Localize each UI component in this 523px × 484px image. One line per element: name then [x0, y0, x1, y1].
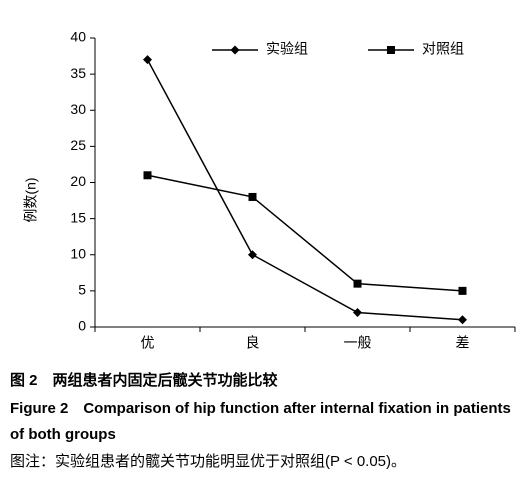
x-tick-label: 良 — [246, 335, 260, 351]
y-tick-label: 35 — [70, 65, 86, 81]
y-tick-label: 0 — [78, 318, 86, 334]
y-tick-label: 20 — [70, 173, 86, 189]
x-tick-label: 优 — [141, 335, 155, 351]
x-tick-label: 一般 — [344, 335, 372, 351]
point — [230, 45, 240, 55]
point — [353, 279, 362, 288]
point — [248, 250, 257, 260]
y-tick-label: 25 — [70, 137, 86, 153]
point — [458, 286, 467, 295]
caption-label: 图 2 两组患者内固定后髋关节功能比较 — [10, 372, 278, 389]
y-tick-label: 5 — [78, 282, 86, 298]
series-line — [146, 59, 463, 321]
y-tick-label: 30 — [70, 101, 86, 117]
point — [458, 315, 467, 325]
point — [353, 308, 362, 318]
y-tick-label: 15 — [70, 209, 86, 225]
legend-label: 实验组 — [266, 41, 308, 57]
caption-english: Figure 2 Comparison of hip function afte… — [10, 400, 511, 443]
legend-label: 对照组 — [422, 41, 464, 57]
y-tick-label: 40 — [70, 29, 86, 45]
y-axis-label: 例数(n) — [23, 177, 39, 222]
point — [387, 46, 395, 54]
y-tick-label: 10 — [70, 245, 86, 261]
chart: 例数(n) 0 5 10 15 20 25 30 35 40 优 良 一般 差 实验组 对照组 — [23, 29, 516, 351]
series-line — [147, 174, 463, 292]
x-tick-label: 差 — [456, 335, 470, 351]
caption-note: 图注：实验组患者的髋关节功能明显优于对照组(P < 0.05)。 — [10, 453, 407, 470]
point — [143, 55, 152, 65]
point — [248, 192, 257, 201]
point — [143, 171, 152, 180]
